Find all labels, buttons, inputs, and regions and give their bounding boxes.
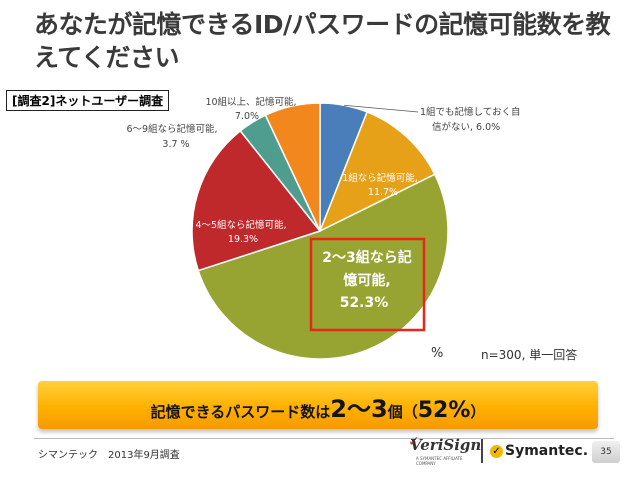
summary-value: 2～3 [330, 395, 388, 423]
page-number: 35 [592, 441, 620, 463]
label-name: 4～5組なら記憶可能, [195, 219, 286, 231]
verisign-subtitle: A SYMANTEC AFFILIATE COMPANY [416, 456, 463, 466]
label-value: 52.3% [340, 295, 389, 311]
footer-divider [34, 438, 614, 439]
label-name: 2～3組なら記 [322, 249, 411, 266]
logo-separator [481, 439, 483, 463]
label-value: 7.0% [235, 111, 259, 122]
checkmark-icon: ✓ [408, 434, 420, 450]
verisign-logo: ✓ VeriSign A SYMANTEC AFFILIATE COMPANY [408, 434, 481, 470]
summary-prefix: 記憶できるパスワード数は [150, 403, 331, 421]
highlight-box [309, 237, 426, 332]
pie-slice [264, 102, 321, 232]
label-value: 3.7 % [162, 139, 189, 150]
verisign-wordmark: VeriSign [410, 436, 482, 454]
summary-text: 記憶できるパスワード数は2～3個（52%） [38, 389, 598, 424]
leader-line [343, 104, 419, 113]
pie-slice [191, 129, 322, 272]
symantec-wordmark: Symantec. [505, 443, 589, 459]
symantec-check-icon: ✓ [490, 445, 503, 458]
summary-percent: 52% [417, 398, 471, 423]
footer-source: シマンテック 2013年9月調査 [38, 450, 180, 461]
pie-slice [197, 173, 449, 360]
label-value: 11.7% [368, 187, 398, 198]
label-name: 10組以上、記憶可能, [205, 96, 296, 108]
label-name: 6～9組なら記憶可能, [126, 123, 217, 135]
summary-banner: 記憶できるパスワード数は2～3個（52%） [38, 381, 598, 429]
symantec-logo: ✓ Symantec. [490, 443, 588, 459]
summary-mid: 個（ [387, 403, 418, 421]
summary-suffix: ） [470, 403, 486, 421]
label-name: 1組でも記憶しておく自 [420, 106, 520, 118]
unit-label: % [431, 346, 444, 361]
slide-title: あなたが記憶できるID/パスワードの記憶可能数を教えてください [34, 10, 611, 72]
label-name: 信がない, 6.0% [432, 121, 500, 133]
label-value: 19.3% [228, 234, 258, 245]
survey-label: [調査2]ネットユーザー調査 [6, 90, 170, 111]
label-name: 憶可能, [343, 272, 390, 289]
sample-note: n=300, 単一回答 [481, 348, 578, 362]
pie-slice [318, 111, 436, 233]
label-name: 1組なら記憶可能, [342, 172, 418, 184]
